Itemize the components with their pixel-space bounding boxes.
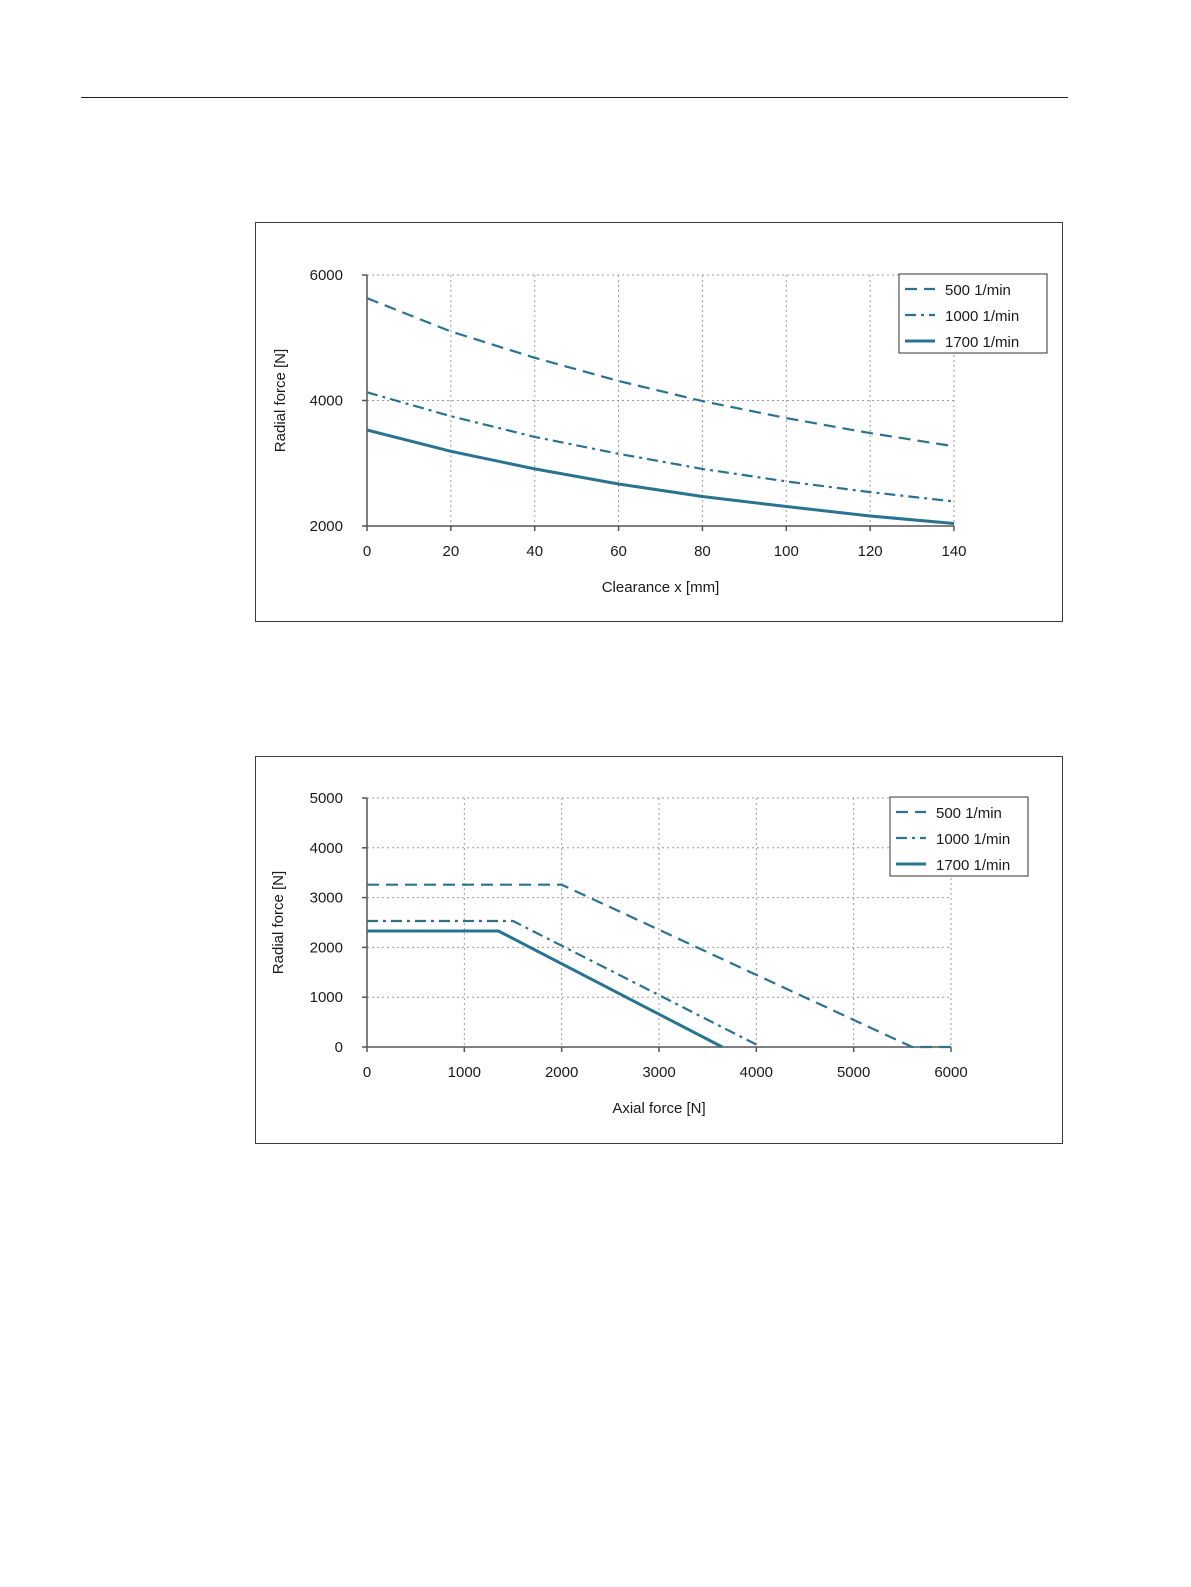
y-tick-label: 4000 (310, 393, 343, 410)
legend-label-2: 1700 1/min (945, 334, 1019, 351)
series-line-0 (366, 297, 955, 448)
series-line-2 (366, 428, 955, 525)
x-tick-label: 1000 (448, 1064, 481, 1081)
y-tick-label: 0 (335, 1039, 343, 1056)
x-tick-label: 0 (363, 543, 371, 560)
header-rule (81, 97, 1068, 98)
y-axis-label: Radial force [N] (272, 349, 289, 452)
y-tick-label: 6000 (310, 267, 343, 284)
x-tick-label: 3000 (642, 1064, 675, 1081)
x-tick-label: 20 (443, 543, 460, 560)
x-axis-label: Axial force [N] (612, 1100, 705, 1117)
legend-box (898, 273, 1048, 354)
chart-2-svg: 0 1000 2000 3000 4000 5000 6000 0 1000 2000 3000 40… (270, 790, 1029, 1117)
x-tick-label: 40 (526, 543, 543, 560)
y-tick-label: 2000 (310, 939, 343, 956)
x-axis-label: Clearance x [mm] (602, 579, 720, 596)
series-line-1 (367, 919, 762, 1048)
x-tick-label: 140 (941, 543, 966, 560)
y-tick-label: 3000 (310, 890, 343, 907)
series-line-2 (367, 929, 723, 1049)
legend-label-1: 1000 1/min (945, 308, 1019, 325)
y-tick-label: 2000 (310, 518, 343, 535)
legend-label-0: 500 1/min (936, 805, 1002, 822)
chart-1-svg: 0 20 40 60 80 100 120 140 2000 4000 6000 Clearance … (272, 267, 1048, 596)
x-tick-label: 2000 (545, 1064, 578, 1081)
x-tick-label: 0 (363, 1064, 371, 1081)
legend-label-2: 1700 1/min (936, 857, 1010, 874)
x-tick-label: 80 (694, 543, 711, 560)
x-tick-label: 60 (610, 543, 627, 560)
series-line-0 (367, 883, 951, 1049)
legend-label-0: 500 1/min (945, 282, 1011, 299)
chart-2-axial: 0 1000 2000 3000 4000 5000 6000 0 1000 2000 3000 40… (255, 756, 1063, 1144)
x-tick-label: 5000 (837, 1064, 870, 1081)
x-tick-label: 120 (858, 543, 883, 560)
y-axis-label: Radial force [N] (270, 871, 287, 974)
legend-label-1: 1000 1/min (936, 831, 1010, 848)
y-tick-label: 1000 (310, 989, 343, 1006)
chart-1-clearance: 0 20 40 60 80 100 120 140 2000 4000 6000 Clearance … (255, 222, 1063, 622)
x-tick-label: 6000 (934, 1064, 967, 1081)
series-line-1 (366, 391, 955, 503)
x-tick-label: 4000 (740, 1064, 773, 1081)
y-tick-label: 5000 (310, 790, 343, 807)
y-tick-label: 4000 (310, 840, 343, 857)
x-tick-label: 100 (774, 543, 799, 560)
